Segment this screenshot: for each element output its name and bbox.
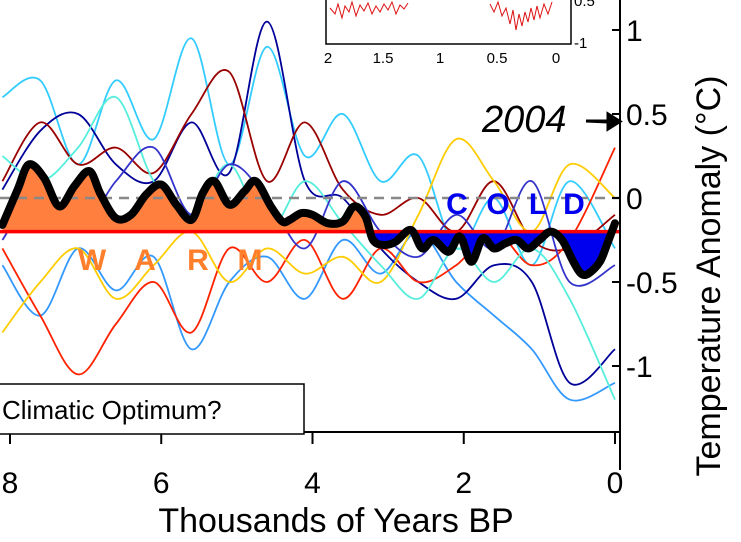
inset-y-tick-label-1: -1: [574, 35, 587, 52]
inset-chart: 2 1.5 1 0.5 0 0.5 -1: [324, 0, 595, 67]
x-tick-label-2: 4: [304, 467, 321, 500]
inset-x-tick-label-3: 0.5: [487, 50, 508, 67]
cold-letter-1: O: [486, 188, 509, 221]
proxy-series-line-7: [1, 96, 616, 400]
x-tick-label-1: 6: [153, 467, 170, 500]
inset-series-right: [489, 0, 553, 31]
cold-letter-2: L: [529, 188, 547, 221]
arrow-right-icon: [585, 111, 623, 132]
warm-letter-0: W: [78, 244, 107, 277]
proxy-series-line-8: [1, 145, 616, 287]
climatic-optimum-label: Climatic Optimum?: [2, 395, 222, 425]
mean-temperature-line: [0, 160, 619, 280]
inset-series-left: [329, 0, 409, 20]
inset-x-tick-label-0: 2: [324, 50, 332, 67]
warm-letter-2: R: [187, 244, 209, 277]
proxy-series-group: [1, 20, 616, 402]
proxy-series-line-2: [1, 230, 616, 402]
inset-frame: [325, 0, 572, 45]
x-tick-label-4: 0: [607, 467, 624, 500]
climatic-optimum-box: [0, 383, 305, 435]
y-tick-label-2: 0: [626, 183, 643, 216]
warm-fill-1: [2, 164, 371, 232]
x-tick-label-0: 8: [2, 467, 19, 500]
y-axis-title: Temperature Anomaly (°C): [690, 76, 728, 477]
y-tick-label-3: -0.5: [626, 267, 678, 300]
y-tick-label-0: 1: [626, 15, 643, 48]
proxy-series-line-4: [1, 69, 616, 252]
y-tick-label-1: 0.5: [626, 99, 668, 132]
warm-letter-1: A: [134, 244, 156, 277]
cold-letter-0: C: [446, 188, 468, 221]
x-axis-ticks: 8 6 4 2 0: [2, 432, 624, 500]
year-2004-label: 2004: [481, 99, 567, 141]
proxy-series-line-6: [1, 137, 616, 333]
y-axis-ticks: 1 0.5 0 -0.5 -1: [612, 15, 678, 384]
warm-letter-3: M: [238, 244, 263, 277]
inset-y-tick-label-0: 0.5: [574, 0, 595, 10]
cold-letter-3: D: [563, 188, 585, 221]
x-tick-label-3: 2: [455, 467, 472, 500]
inset-x-tick-label-2: 1: [436, 50, 444, 67]
proxy-series-line-3: [1, 20, 616, 386]
inset-x-tick-label-1: 1.5: [373, 50, 394, 67]
x-axis-title: Thousands of Years BP: [158, 502, 513, 540]
y-tick-label-4: -1: [626, 351, 653, 384]
inset-x-tick-label-4: 0: [552, 50, 560, 67]
